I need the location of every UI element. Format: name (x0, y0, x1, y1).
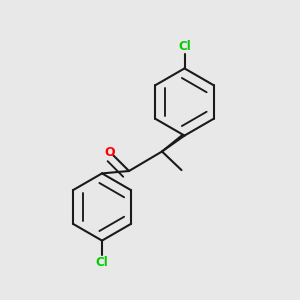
Text: Cl: Cl (178, 40, 191, 53)
Text: O: O (104, 146, 115, 159)
Text: Cl: Cl (96, 256, 108, 269)
